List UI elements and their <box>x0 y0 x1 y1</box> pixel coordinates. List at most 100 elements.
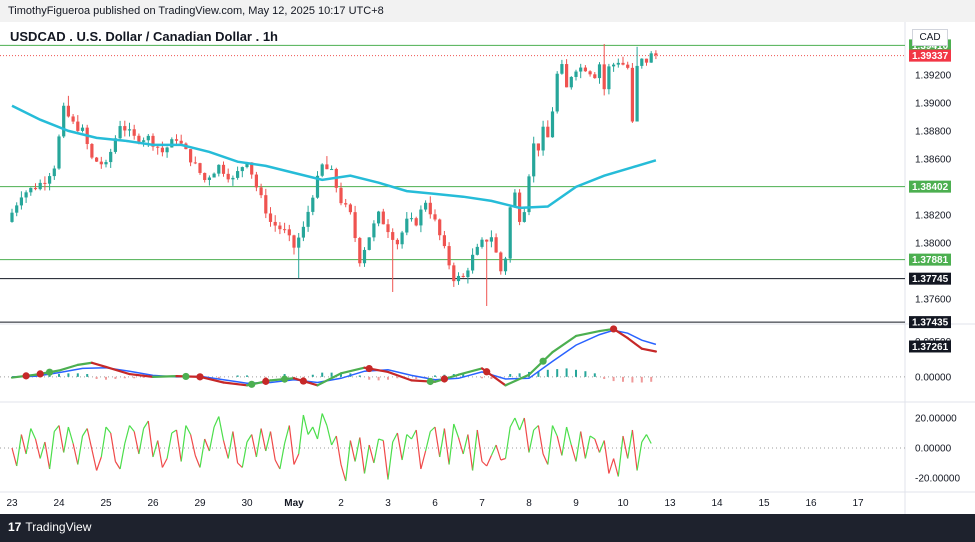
time-tick-label: 10 <box>617 498 629 509</box>
time-tick-label: 25 <box>100 498 112 509</box>
macd-line-segment <box>640 347 658 353</box>
candle-body <box>621 62 625 65</box>
oscillator-segment <box>25 428 32 455</box>
candle-body <box>189 149 193 163</box>
oscillator-segment <box>561 426 568 456</box>
oscillator-segment <box>274 459 281 470</box>
oscillator-segment <box>415 429 422 470</box>
oscillator-segment <box>382 440 389 480</box>
oscillator-segment <box>86 428 93 450</box>
oscillator-segment <box>138 428 145 455</box>
oscillator-segment <box>49 431 55 470</box>
oscillator-segment <box>622 435 629 459</box>
oscillator-segment <box>387 441 394 480</box>
oscillator-segment <box>199 438 206 468</box>
time-tick-label: 9 <box>573 498 579 509</box>
macd-histogram-bar <box>358 375 361 377</box>
macd-line-segment <box>90 361 108 369</box>
oscillator-segment <box>589 435 596 440</box>
time-tick-label: 8 <box>526 498 532 509</box>
candle-body <box>555 73 559 112</box>
candle-body <box>207 177 211 181</box>
macd-line-segment <box>198 375 225 384</box>
oscillator-segment <box>547 425 554 465</box>
level-price-badge: 1.37881 <box>912 255 949 266</box>
oscillator-segment <box>166 432 173 459</box>
macd-histogram-bar <box>509 374 512 377</box>
oscillator-segment <box>504 426 511 459</box>
candle-body <box>151 135 155 147</box>
oscillator-segment <box>237 462 243 468</box>
oscillator-segment <box>613 458 619 477</box>
oscillator-segment <box>204 438 210 452</box>
candle-body <box>48 176 52 184</box>
candle-body <box>424 202 428 210</box>
candle-body <box>494 237 498 253</box>
oscillator-segment <box>580 431 586 459</box>
oscillator-segment <box>425 431 431 452</box>
candle-body <box>221 164 226 174</box>
macd-histogram-bar <box>123 376 126 379</box>
oscillator-segment <box>77 435 84 465</box>
macd-histogram-bar <box>490 376 493 379</box>
candle-body <box>254 174 258 188</box>
price-tick-label: 1.38800 <box>915 126 952 137</box>
candle-body <box>386 224 390 233</box>
macd-histogram-bar <box>58 374 60 377</box>
oscillator-segment <box>359 437 366 474</box>
oscillator-segment <box>175 429 182 462</box>
oscillator-segment <box>58 425 65 453</box>
chart-frame[interactable] <box>0 22 975 514</box>
oscillator-segment <box>260 428 267 452</box>
macd-histogram-bar <box>217 376 220 379</box>
candle-body <box>602 64 606 90</box>
oscillator-segment <box>486 455 492 467</box>
oscillator-segment <box>443 428 450 465</box>
macd-cross-up-dot <box>426 377 434 386</box>
candle-body <box>29 187 33 193</box>
macd-line-segment <box>457 367 484 376</box>
macd-cross-up-dot <box>46 368 54 376</box>
oscillator-segment <box>636 441 643 471</box>
candle-body <box>301 226 305 238</box>
oscillator-segment <box>81 428 88 437</box>
oscillator-segment <box>603 440 610 474</box>
macd-signal-line <box>11 329 657 384</box>
candle-body <box>569 76 573 88</box>
oscillator-segment <box>100 426 107 458</box>
oscillator-segment <box>147 420 154 458</box>
candle-body <box>560 64 564 74</box>
candle-body <box>456 275 461 282</box>
time-tick-label: 30 <box>241 498 253 509</box>
candle-body <box>95 157 99 162</box>
candle-body <box>90 144 94 158</box>
candle-body <box>113 138 117 152</box>
macd-histogram-bar <box>387 376 389 380</box>
macd-cross-up-dot <box>182 372 190 381</box>
macd-cross-down-dot <box>36 370 44 378</box>
macd-histogram-bar <box>283 374 286 377</box>
oscillator-segment <box>641 434 648 443</box>
oscillator-segment <box>509 417 516 428</box>
candle-body <box>236 171 240 178</box>
macd-histogram-bar <box>518 373 521 377</box>
oscillator-tick-label: 20.00000 <box>915 414 957 425</box>
macd-line-segment <box>574 329 601 338</box>
candle-body <box>588 71 592 75</box>
candle-body <box>358 238 362 264</box>
oscillator-segment <box>284 425 290 444</box>
tradingview-logo[interactable]: 17 TradingView <box>8 520 91 534</box>
oscillator-segment <box>110 432 116 462</box>
oscillator-segment <box>279 443 286 470</box>
moving-average <box>11 104 657 210</box>
publish-header: TimothyFigueroa published on TradingView… <box>0 0 975 23</box>
candle-body <box>198 163 202 173</box>
oscillator-segment <box>72 443 79 465</box>
macd-histogram-bar <box>612 376 615 382</box>
currency-label[interactable]: CAD <box>912 29 948 46</box>
level-price-badge-background <box>909 316 951 329</box>
chart-canvas[interactable]: 1.39200 1.39000 1.38800 1.38600 1.38200 1.380… <box>0 22 975 514</box>
candle-body <box>546 126 550 138</box>
oscillator-segment <box>96 456 102 471</box>
candle-body <box>193 162 197 164</box>
